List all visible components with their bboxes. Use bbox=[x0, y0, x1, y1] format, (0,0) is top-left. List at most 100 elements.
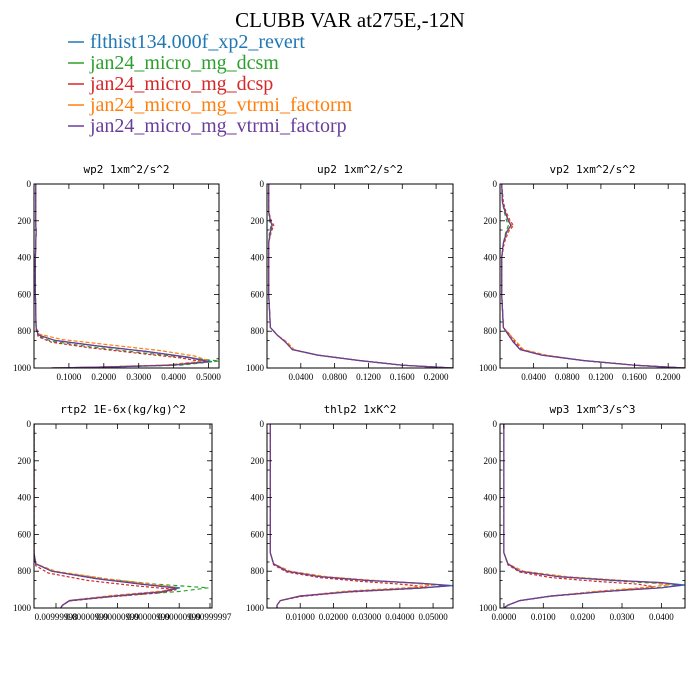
x-tick-label: 0.5000 bbox=[196, 372, 221, 382]
y-tick-label: 0 bbox=[27, 179, 32, 189]
series-line bbox=[34, 184, 209, 368]
legend-label: jan24_micro_mg_dcsm bbox=[89, 52, 279, 74]
series-line bbox=[34, 424, 177, 608]
x-tick-label: 0.1600 bbox=[622, 372, 647, 382]
x-tick-label: 0.0100 bbox=[531, 612, 556, 622]
x-tick-label: 0.0400 bbox=[521, 372, 546, 382]
x-tick-label: 0.0000 bbox=[492, 612, 517, 622]
y-tick-label: 400 bbox=[18, 253, 32, 263]
y-tick-label: 200 bbox=[251, 216, 265, 226]
x-tick-label: 0.0300 bbox=[610, 612, 635, 622]
series-line bbox=[501, 184, 685, 368]
series-group bbox=[34, 184, 219, 368]
series-line bbox=[34, 424, 209, 608]
y-tick-label: 400 bbox=[484, 253, 498, 263]
series-line bbox=[268, 184, 453, 368]
y-tick-label: 1000 bbox=[13, 363, 32, 373]
plot-frame bbox=[33, 183, 220, 369]
x-tick-label: 0.4000 bbox=[161, 372, 186, 382]
x-tick-label: 0.04000 bbox=[385, 612, 415, 622]
x-tick-label: 0.03000 bbox=[352, 612, 382, 622]
series-line bbox=[268, 184, 453, 368]
x-tick-label: 0.1600 bbox=[390, 372, 415, 382]
x-tick-label: 0.0400 bbox=[288, 372, 313, 382]
y-tick-label: 400 bbox=[251, 493, 265, 503]
y-tick-label: 600 bbox=[251, 289, 265, 299]
legend-entry: jan24_micro_mg_dcsp bbox=[68, 73, 273, 95]
subplot-5: thlp2 1xK^2 0 200 400 600 800 1000 0.01000 0.020… bbox=[246, 403, 454, 622]
x-tick-label: 0.2000 bbox=[91, 372, 116, 382]
x-tick-label: 0.1000 bbox=[57, 372, 82, 382]
legend-entry: jan24_micro_mg_dcsm bbox=[68, 52, 279, 74]
y-tick-label: 400 bbox=[251, 253, 265, 263]
y-tick-label: 600 bbox=[18, 529, 32, 539]
y-tick-label: 400 bbox=[484, 493, 498, 503]
x-tick-label: 0.00000999 bbox=[65, 612, 108, 622]
y-tick-label: 600 bbox=[484, 289, 498, 299]
series-line bbox=[34, 184, 209, 368]
y-tick-label: 200 bbox=[18, 456, 32, 466]
y-tick-label: 800 bbox=[18, 326, 32, 336]
x-tick-label: 0.1200 bbox=[356, 372, 381, 382]
y-tick-label: 1000 bbox=[479, 603, 498, 613]
y-tick-label: 800 bbox=[484, 326, 498, 336]
series-line bbox=[34, 184, 213, 368]
subplot-2: up2 1xm^2/s^2 0 200 400 600 800 1000 0.0400 0.08… bbox=[246, 163, 454, 382]
subplot-title: vp2 1xm^2/s^2 bbox=[549, 163, 635, 176]
x-tick-label: 0.2000 bbox=[656, 372, 681, 382]
x-tick-label: 0.00000999 bbox=[96, 612, 139, 622]
plot-frame bbox=[499, 183, 686, 369]
series-line bbox=[34, 184, 219, 368]
x-tick-label: 0.0800 bbox=[555, 372, 580, 382]
series-line bbox=[501, 184, 685, 368]
series-line bbox=[503, 424, 682, 608]
y-tick-label: 200 bbox=[484, 456, 498, 466]
subplot-1: wp2 1xm^2/s^2 0 200 400 600 800 1000 0.1000 0.20… bbox=[13, 163, 221, 382]
legend-label: jan24_micro_mg_dcsp bbox=[89, 73, 273, 95]
series-line bbox=[269, 424, 447, 608]
panels: wp2 1xm^2/s^2 0 200 400 600 800 1000 0.1000 0.20… bbox=[13, 163, 686, 622]
legend: flthist134.000f_xp2_revertjan24_micro_mg… bbox=[68, 31, 353, 137]
series-group bbox=[269, 424, 453, 608]
y-tick-label: 800 bbox=[251, 326, 265, 336]
y-tick-label: 0 bbox=[260, 419, 265, 429]
series-line bbox=[269, 424, 427, 608]
x-tick-label: 0.00999997 bbox=[189, 612, 232, 622]
plot-frame bbox=[266, 423, 454, 609]
series-line bbox=[34, 424, 177, 608]
subplot-3: vp2 1xm^2/s^2 0 200 400 600 800 1000 0.0400 0.08… bbox=[479, 163, 686, 382]
x-tick-label: 0.00000999 bbox=[127, 612, 170, 622]
y-tick-label: 0 bbox=[27, 419, 32, 429]
series-line bbox=[501, 184, 685, 368]
legend-entry: jan24_micro_mg_vtrmi_factorp bbox=[68, 115, 347, 137]
series-line bbox=[34, 184, 206, 368]
y-tick-label: 600 bbox=[251, 529, 265, 539]
subplot-title: wp3 1xm^3/s^3 bbox=[549, 403, 635, 416]
y-tick-label: 400 bbox=[18, 493, 32, 503]
subplot-4: rtp2 1E-6x(kg/kg)^2020040060080010000.00… bbox=[13, 403, 232, 622]
y-tick-label: 1000 bbox=[13, 603, 32, 613]
series-line bbox=[269, 424, 450, 608]
plot-frame bbox=[266, 183, 454, 369]
subplot-title: wp2 1xm^2/s^2 bbox=[83, 163, 169, 176]
legend-entry: jan24_micro_mg_vtrmi_factorm bbox=[68, 94, 353, 116]
y-tick-label: 800 bbox=[484, 566, 498, 576]
subplot-title: thlp2 1xK^2 bbox=[324, 403, 397, 416]
series-group bbox=[34, 424, 209, 608]
series-group bbox=[268, 184, 453, 368]
series-line bbox=[501, 184, 685, 368]
series-line bbox=[268, 184, 453, 368]
x-tick-label: 0.05000 bbox=[418, 612, 448, 622]
series-group bbox=[501, 184, 685, 368]
legend-label: flthist134.000f_xp2_revert bbox=[90, 31, 305, 53]
y-tick-label: 200 bbox=[251, 456, 265, 466]
x-tick-label: 0.1200 bbox=[589, 372, 614, 382]
subplot-title: up2 1xm^2/s^2 bbox=[317, 163, 403, 176]
y-tick-label: 0 bbox=[260, 179, 265, 189]
x-tick-label: 0.0400 bbox=[649, 612, 674, 622]
y-tick-label: 200 bbox=[484, 216, 498, 226]
x-tick-label: 0.01000 bbox=[286, 612, 316, 622]
series-line bbox=[268, 184, 453, 368]
